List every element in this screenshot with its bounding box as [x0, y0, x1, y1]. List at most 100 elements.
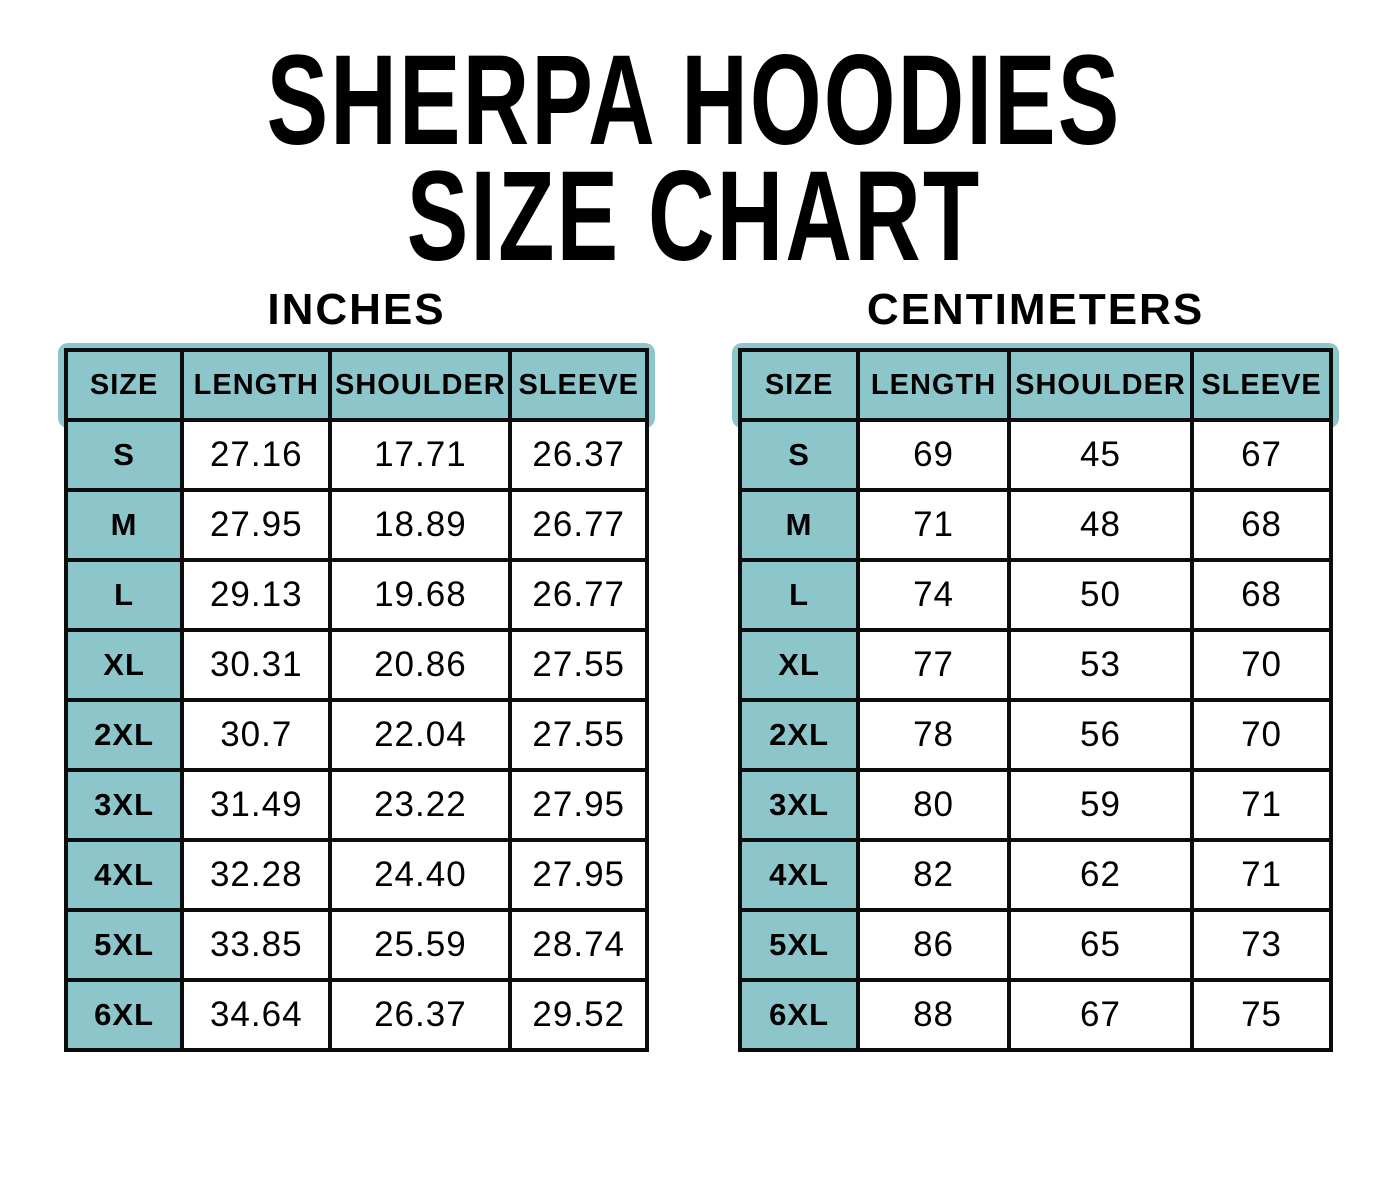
page-title-line2: SIZE CHART [406, 144, 982, 288]
measurement-value: 19.68 [328, 558, 513, 632]
measurement-value: 78 [856, 698, 1011, 772]
table-row: 3XL 31.49 23.22 27.95 [63, 768, 649, 842]
measurement-value: 88 [856, 978, 1011, 1052]
measurement-value: 31.49 [180, 768, 333, 842]
measurement-value: 30.7 [180, 698, 333, 772]
table-row: L 74 50 68 [737, 558, 1333, 632]
measurement-value: 30.31 [180, 628, 333, 702]
size-label: 5XL [737, 908, 861, 982]
size-label: S [63, 418, 185, 492]
table-row: XL 30.31 20.86 27.55 [63, 628, 649, 702]
table-row: M 71 48 68 [737, 488, 1333, 562]
size-label: M [63, 488, 185, 562]
measurement-value: 68 [1190, 488, 1333, 562]
table-row: 4XL 32.28 24.40 27.95 [63, 838, 649, 912]
measurement-value: 25.59 [328, 908, 513, 982]
size-label: XL [63, 628, 185, 702]
measurement-value: 75 [1190, 978, 1333, 1052]
table-row: L 29.13 19.68 26.77 [63, 558, 649, 632]
measurement-value: 33.85 [180, 908, 333, 982]
header-row: SIZE LENGTH SHOULDER SLEEVE [737, 348, 1333, 422]
measurement-value: 20.86 [328, 628, 513, 702]
centimeters-table-wrap: SIZE LENGTH SHOULDER SLEEVE S 69 45 67 M 71 48 68 L 7… [732, 343, 1339, 1052]
size-label: M [737, 488, 861, 562]
measurement-value: 18.89 [328, 488, 513, 562]
inches-table-section: INCHES SIZE LENGTH SHOULDER SLEEVE S 27.16 17.… [58, 285, 655, 1052]
measurement-value: 86 [856, 908, 1011, 982]
size-label: L [63, 558, 185, 632]
table-row: 6XL 88 67 75 [737, 978, 1333, 1052]
table-row: 2XL 30.7 22.04 27.55 [63, 698, 649, 772]
measurement-value: 68 [1190, 558, 1333, 632]
measurement-value: 29.52 [508, 978, 649, 1052]
page-title: SHERPA HOODIES SIZE CHART [0, 29, 1388, 288]
table-row: 4XL 82 62 71 [737, 838, 1333, 912]
measurement-value: 22.04 [328, 698, 513, 772]
measurement-value: 27.16 [180, 418, 333, 492]
table-row: XL 77 53 70 [737, 628, 1333, 702]
size-label: 3XL [737, 768, 861, 842]
measurement-value: 27.55 [508, 698, 649, 772]
measurement-value: 29.13 [180, 558, 333, 632]
size-label: L [737, 558, 861, 632]
centimeters-heading: CENTIMETERS [866, 285, 1205, 334]
table-row: 5XL 33.85 25.59 28.74 [63, 908, 649, 982]
size-label: 5XL [63, 908, 185, 982]
measurement-value: 62 [1006, 838, 1195, 912]
column-header-shoulder: SHOULDER [328, 348, 513, 422]
measurement-value: 26.77 [508, 488, 649, 562]
centimeters-table-section: CENTIMETERS SIZE LENGTH SHOULDER SLEEVE S 69 4… [732, 285, 1339, 1052]
size-label: 6XL [63, 978, 185, 1052]
measurement-value: 26.77 [508, 558, 649, 632]
size-label: 4XL [737, 838, 861, 912]
measurement-value: 50 [1006, 558, 1195, 632]
size-label: 2XL [63, 698, 185, 772]
measurement-value: 69 [856, 418, 1011, 492]
measurement-value: 26.37 [328, 978, 513, 1052]
column-header-shoulder: SHOULDER [1006, 348, 1195, 422]
measurement-value: 71 [856, 488, 1011, 562]
measurement-value: 67 [1006, 978, 1195, 1052]
measurement-value: 32.28 [180, 838, 333, 912]
column-header-sleeve: SLEEVE [1190, 348, 1333, 422]
measurement-value: 17.71 [328, 418, 513, 492]
measurement-value: 45 [1006, 418, 1195, 492]
measurement-value: 53 [1006, 628, 1195, 702]
measurement-value: 27.95 [180, 488, 333, 562]
measurement-value: 27.55 [508, 628, 649, 702]
column-header-length: LENGTH [856, 348, 1011, 422]
column-header-size: SIZE [63, 348, 185, 422]
measurement-value: 28.74 [508, 908, 649, 982]
size-label: 3XL [63, 768, 185, 842]
size-label: 2XL [737, 698, 861, 772]
size-label: 4XL [63, 838, 185, 912]
header-row: SIZE LENGTH SHOULDER SLEEVE [63, 348, 649, 422]
measurement-value: 71 [1190, 838, 1333, 912]
table-row: 5XL 86 65 73 [737, 908, 1333, 982]
measurement-value: 27.95 [508, 838, 649, 912]
measurement-value: 77 [856, 628, 1011, 702]
measurement-value: 71 [1190, 768, 1333, 842]
column-header-length: LENGTH [180, 348, 333, 422]
measurement-value: 27.95 [508, 768, 649, 842]
measurement-value: 65 [1006, 908, 1195, 982]
measurement-value: 34.64 [180, 978, 333, 1052]
table-row: S 69 45 67 [737, 418, 1333, 492]
inches-table-wrap: SIZE LENGTH SHOULDER SLEEVE S 27.16 17.71 26.37… [58, 343, 655, 1052]
page-title-line1: SHERPA HOODIES [266, 29, 1122, 173]
measurement-value: 48 [1006, 488, 1195, 562]
measurement-value: 24.40 [328, 838, 513, 912]
measurement-value: 59 [1006, 768, 1195, 842]
measurement-value: 67 [1190, 418, 1333, 492]
size-label: XL [737, 628, 861, 702]
table-row: 3XL 80 59 71 [737, 768, 1333, 842]
inches-heading: INCHES [267, 285, 446, 334]
measurement-value: 23.22 [328, 768, 513, 842]
measurement-value: 80 [856, 768, 1011, 842]
measurement-value: 56 [1006, 698, 1195, 772]
measurement-value: 73 [1190, 908, 1333, 982]
size-label: 6XL [737, 978, 861, 1052]
table-row: 6XL 34.64 26.37 29.52 [63, 978, 649, 1052]
measurement-value: 70 [1190, 698, 1333, 772]
